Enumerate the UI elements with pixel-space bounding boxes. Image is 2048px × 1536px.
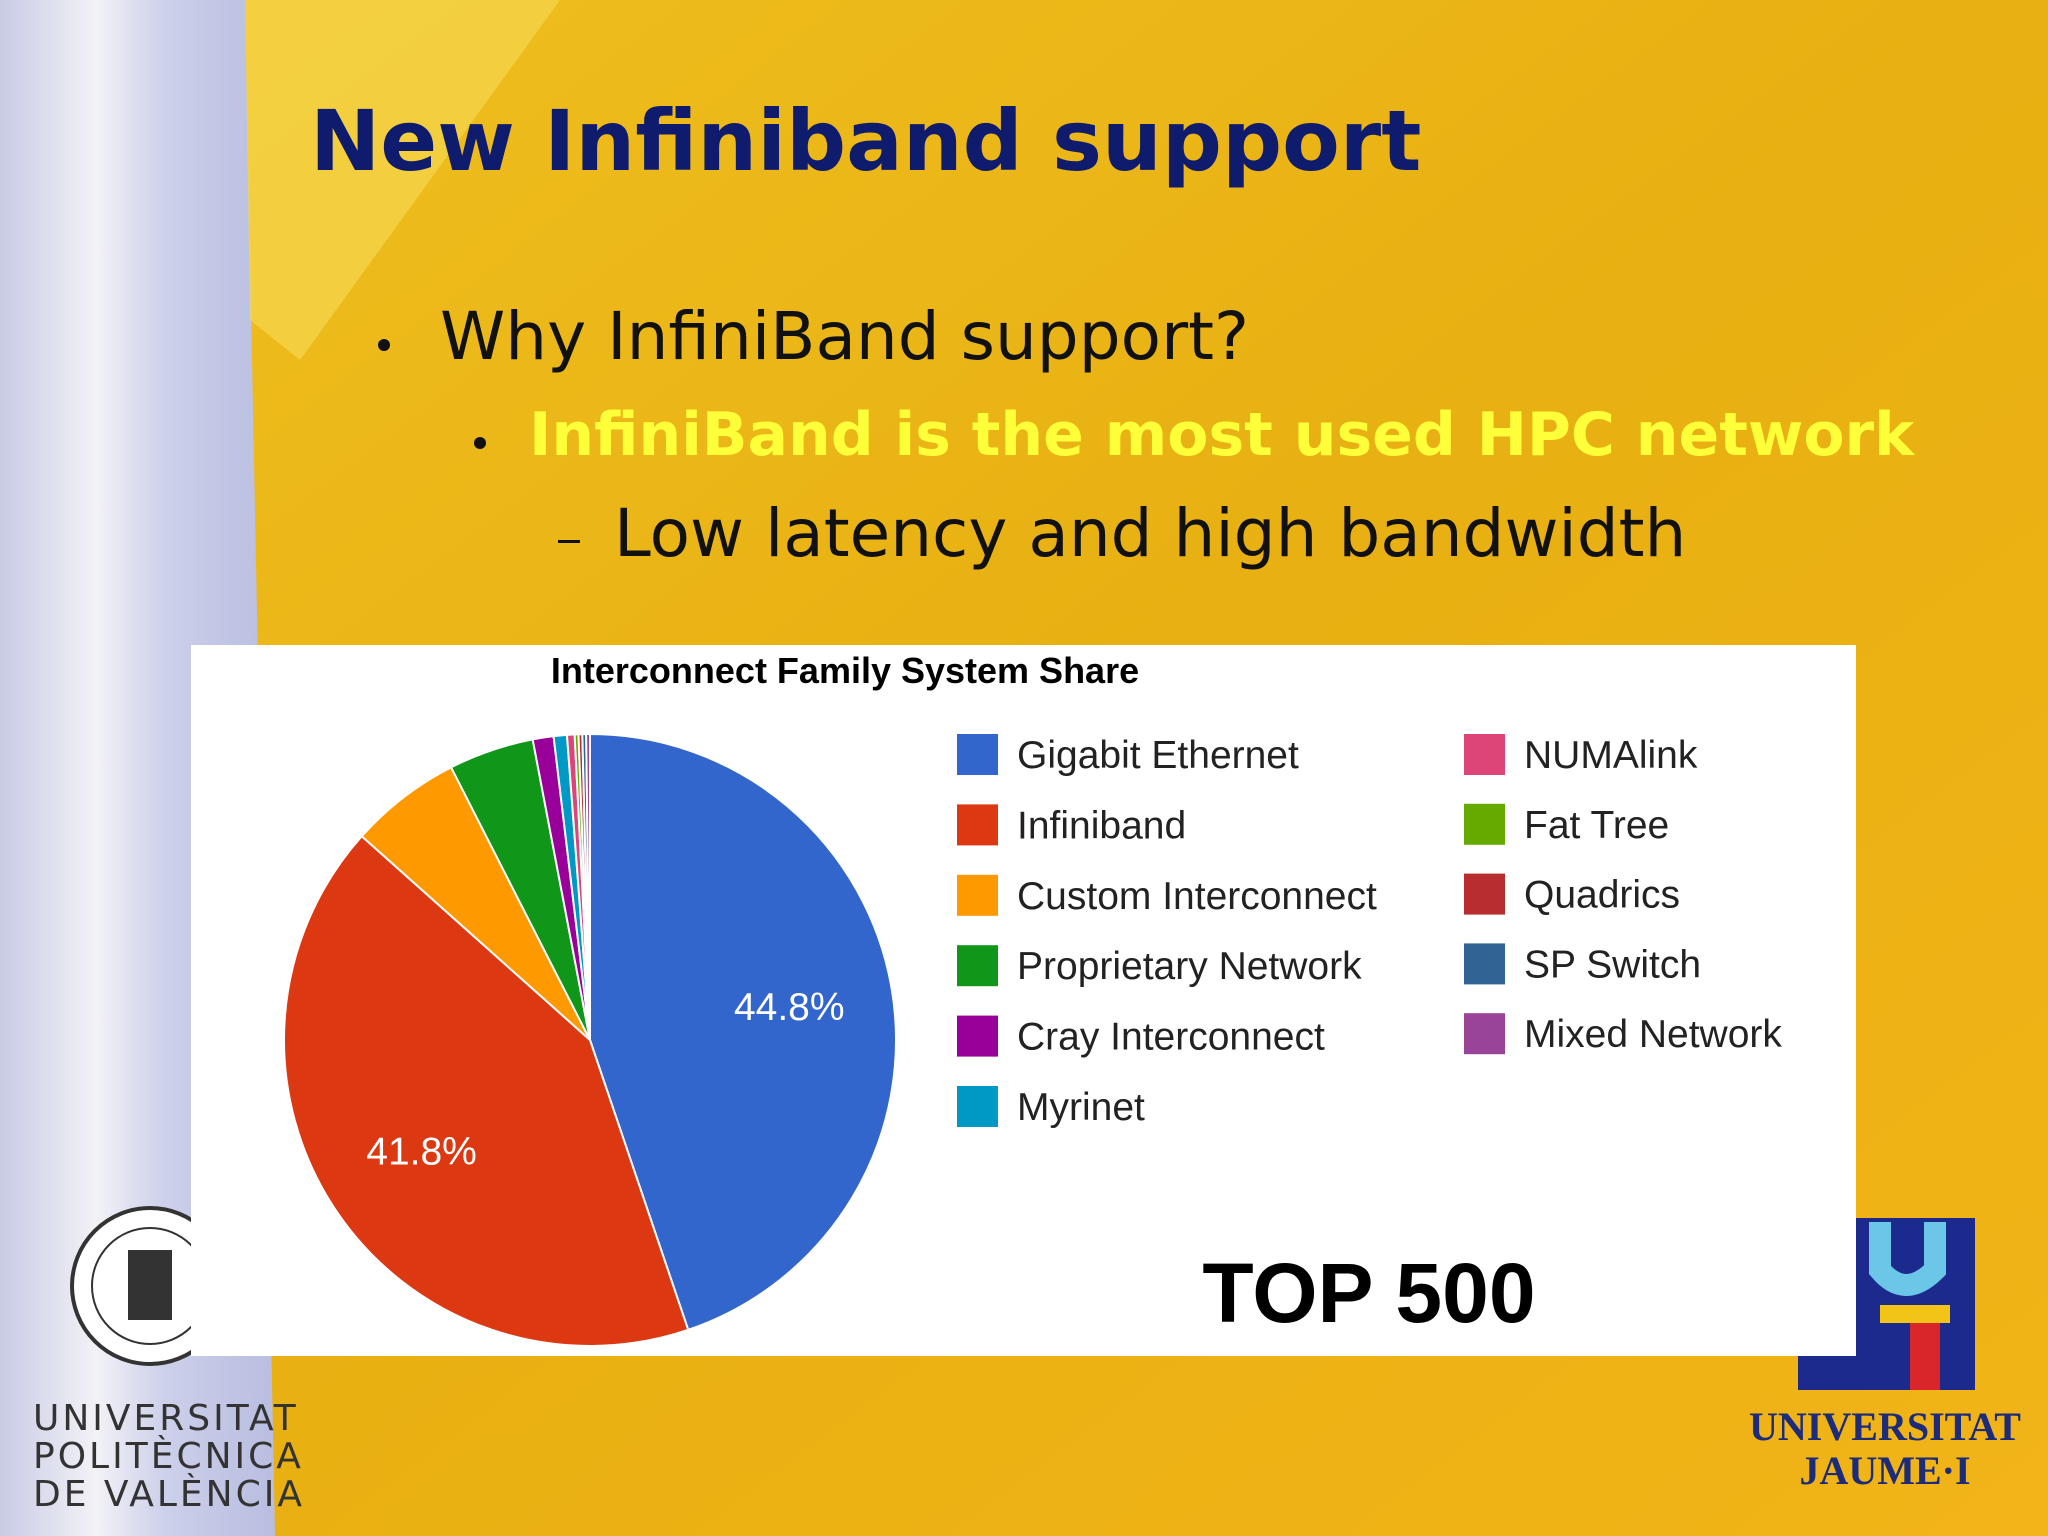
legend-label: SP Switch <box>1524 943 1701 986</box>
logo-text: POLITÈCNICA <box>33 1435 304 1477</box>
legend-swatch <box>957 1086 998 1127</box>
legend-label: Proprietary Network <box>1017 945 1362 988</box>
logo-u <box>1869 1222 1946 1296</box>
legend-swatch <box>1464 734 1505 775</box>
legend-label: Quadrics <box>1524 874 1680 917</box>
pie-chart: 44.8% 41.8% Gigabit Ethernet Infiniband Cust… <box>283 732 1782 1347</box>
pie-slice <box>585 732 591 1041</box>
light-patch <box>245 0 560 360</box>
legend-swatch <box>1464 943 1505 985</box>
legend-label: Gigabit Ethernet <box>1017 734 1299 777</box>
slice-label: 41.8% <box>366 1130 477 1173</box>
bullet: Low latency and high bandwidth <box>614 495 1686 572</box>
legend-label: Infiniband <box>1017 804 1186 847</box>
bullet: Why InfiniBand support? <box>440 298 1249 375</box>
logo-text: UNIVERSITAT <box>1749 1404 2021 1449</box>
legend-label: Custom Interconnect <box>1017 875 1377 918</box>
logo-left: UNIVERSITAT POLITÈCNICA DE VALÈNCIA <box>33 1206 305 1515</box>
bullet-dash <box>558 540 580 543</box>
legend-label: Myrinet <box>1017 1086 1145 1129</box>
legend-swatch <box>957 874 998 916</box>
pie-slice <box>283 834 690 1347</box>
slide-title: New Infiniband support <box>310 92 1421 190</box>
caption: TOP 500 <box>1202 1246 1535 1340</box>
logo-crown <box>1880 1305 1950 1323</box>
legend-label: Fat Tree <box>1524 804 1669 847</box>
seal-shield <box>128 1250 172 1320</box>
legend-swatch <box>957 1015 998 1057</box>
legend-swatch <box>957 804 998 846</box>
legend-swatch <box>1464 873 1505 915</box>
legend-label: Mixed Network <box>1524 1013 1782 1056</box>
chart-title: Interconnect Family System Share <box>551 650 1139 691</box>
bullet: InfiniBand is the most used HPC network <box>529 400 1916 470</box>
pie-slice <box>589 732 897 1332</box>
legend-swatch <box>957 945 998 987</box>
logo-red <box>1910 1320 1940 1390</box>
legend-swatch <box>957 734 998 775</box>
logo-text: UNIVERSITAT <box>33 1398 299 1439</box>
logo-text: JAUME·I <box>1799 1448 1970 1493</box>
legend-label: NUMAlink <box>1524 734 1698 777</box>
bullet-dot <box>378 339 390 351</box>
logo-text: DE VALÈNCIA <box>33 1473 305 1515</box>
legend-swatch <box>1464 1013 1505 1055</box>
bullet-dot <box>474 437 486 449</box>
slice-label: 44.8% <box>734 986 845 1029</box>
legend-swatch <box>1464 803 1505 845</box>
legend-label: Cray Interconnect <box>1017 1016 1325 1059</box>
